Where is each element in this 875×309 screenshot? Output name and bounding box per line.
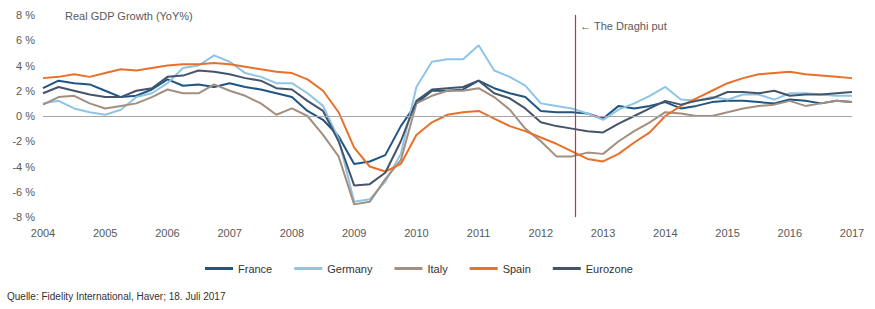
svg-text:2012: 2012: [529, 227, 553, 239]
svg-text:2008: 2008: [280, 227, 304, 239]
svg-text:France: France: [238, 263, 272, 275]
svg-text:4 %: 4 %: [16, 60, 35, 72]
svg-text:Germany: Germany: [327, 263, 373, 275]
svg-text:Quelle: Fidelity International: Quelle: Fidelity International, Haver; 1…: [7, 291, 226, 302]
svg-text:Real GDP Growth (YoY%): Real GDP Growth (YoY%): [65, 10, 193, 22]
svg-text:2014: 2014: [653, 227, 677, 239]
svg-text:← The Draghi put: ← The Draghi put: [580, 20, 667, 32]
svg-text:2016: 2016: [778, 227, 802, 239]
svg-text:2015: 2015: [715, 227, 739, 239]
svg-text:2007: 2007: [217, 227, 241, 239]
svg-text:Italy: Italy: [427, 263, 448, 275]
svg-text:2010: 2010: [404, 227, 428, 239]
svg-text:-2 %: -2 %: [12, 135, 35, 147]
svg-text:2005: 2005: [93, 227, 117, 239]
svg-text:2 %: 2 %: [16, 85, 35, 97]
svg-text:-6 %: -6 %: [12, 186, 35, 198]
svg-text:0 %: 0 %: [16, 110, 35, 122]
svg-text:2017: 2017: [840, 227, 864, 239]
svg-text:-4 %: -4 %: [12, 161, 35, 173]
svg-text:2004: 2004: [31, 227, 55, 239]
svg-text:Spain: Spain: [503, 263, 531, 275]
svg-text:2011: 2011: [467, 227, 491, 239]
svg-text:8 %: 8 %: [16, 9, 35, 21]
svg-text:Eurozone: Eurozone: [586, 263, 633, 275]
svg-text:6 %: 6 %: [16, 34, 35, 46]
svg-text:2006: 2006: [155, 227, 179, 239]
svg-text:2009: 2009: [342, 227, 366, 239]
svg-text:2013: 2013: [591, 227, 615, 239]
svg-text:-8 %: -8 %: [12, 211, 35, 223]
